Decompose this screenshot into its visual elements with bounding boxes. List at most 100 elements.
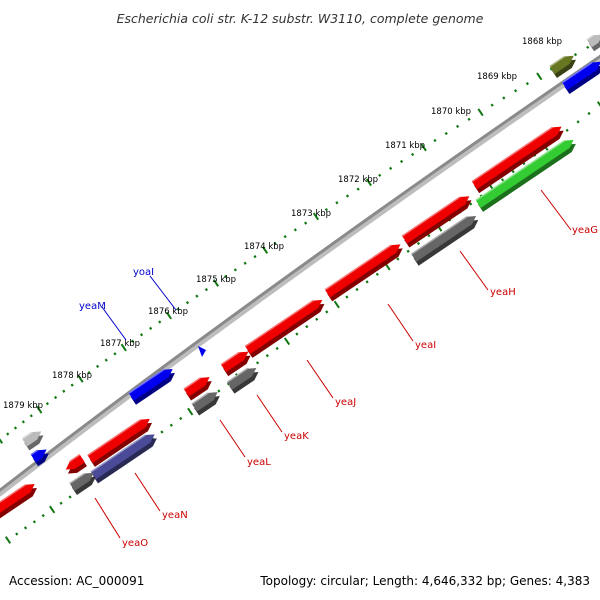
gene-label-yeaK[interactable]: yeaK — [284, 431, 309, 442]
outer-tick — [312, 212, 320, 221]
kbp-label: 1873 kbp — [291, 209, 331, 219]
kbp-label: 1875 kbp — [196, 275, 236, 285]
callout-line — [256, 394, 283, 433]
kbp-label: 1876 kbp — [148, 307, 188, 317]
gene-block — [30, 449, 49, 467]
outer-tick — [525, 81, 529, 86]
outer-tick — [283, 235, 287, 239]
inner-tick — [325, 310, 329, 314]
gene-marker — [198, 346, 206, 357]
gene-label-yeaJ[interactable]: yeaJ — [335, 397, 356, 408]
gene-features — [0, 34, 600, 519]
gene-label-yoaI[interactable]: yoaI — [133, 267, 154, 278]
outer-tick — [536, 72, 543, 81]
map-title: Escherichia coli str. K-12 substr. W3110… — [117, 11, 484, 26]
outer-tick — [185, 301, 190, 305]
outer-tick — [70, 383, 74, 387]
outer-tick — [261, 246, 269, 254]
outer-tick — [513, 89, 518, 93]
outer-tick — [433, 138, 437, 143]
outer-tick — [6, 432, 10, 436]
kbp-scale-labels: 1868 kbp 1869 kbp 1870 kbp 1871 kbp 1872 kbp… — [3, 37, 562, 411]
inner-tick — [32, 520, 36, 524]
gene-block — [128, 369, 175, 405]
outer-tick — [356, 187, 360, 191]
inner-tick — [315, 317, 319, 321]
gene-block-side — [474, 130, 564, 194]
gene-block-face — [227, 368, 257, 390]
gene-label-yeaO[interactable]: yeaO — [122, 538, 148, 549]
inner-tick — [23, 526, 28, 530]
gene-block-side — [404, 200, 472, 248]
outer-tick — [378, 173, 382, 177]
gene-block-side — [478, 143, 576, 212]
gene-block-highlight — [401, 196, 461, 237]
kbp-label: 1878 kbp — [52, 371, 92, 381]
kbp-label: 1870 kbp — [431, 107, 471, 117]
callout-line — [387, 303, 414, 342]
gene-label-yeaG[interactable]: yeaG — [572, 225, 598, 236]
gene-label-yeaH[interactable]: yeaH — [490, 287, 516, 298]
accession-label: Accession: AC_000091 — [9, 574, 145, 588]
gene-block — [561, 61, 600, 95]
gene-block — [549, 55, 576, 78]
kbp-label: 1872 kbp — [338, 175, 378, 185]
outer-tick — [139, 333, 144, 337]
inner-tick — [179, 416, 183, 421]
gene-block-side — [89, 422, 153, 467]
inner-tick — [365, 280, 369, 284]
gene-block-face — [69, 472, 94, 491]
kbp-label: 1874 kbp — [244, 242, 284, 252]
gene-block-side — [223, 355, 251, 377]
gene-block-side — [130, 373, 175, 405]
gene-block-face — [245, 299, 323, 354]
outer-tick — [195, 294, 199, 298]
outer-tick — [204, 287, 208, 292]
gene-block-highlight — [0, 484, 26, 503]
outer-tick — [149, 326, 153, 331]
outer-tick — [212, 279, 220, 287]
inner-tick — [596, 101, 600, 107]
inner-tick — [187, 407, 194, 416]
gene-block-side — [247, 303, 325, 358]
inner-tick — [576, 120, 580, 124]
inner-tick — [416, 241, 421, 246]
gene-block-side — [551, 59, 576, 78]
gene-block-highlight — [324, 244, 392, 291]
gene-block-side — [327, 248, 403, 302]
inner-tick — [500, 178, 505, 182]
backbone-line — [0, 54, 600, 493]
inner-tick — [265, 354, 269, 358]
gene-label-yeaL[interactable]: yeaL — [247, 457, 271, 468]
gene-block-highlight — [226, 368, 248, 383]
gene-block — [401, 196, 472, 248]
outer-tick — [45, 401, 49, 406]
gene-block — [410, 216, 479, 266]
gene-label-yeaN[interactable]: yeaN — [162, 510, 188, 521]
outer-tick — [53, 395, 58, 400]
gene-block — [90, 434, 157, 484]
gene-block — [87, 418, 153, 467]
gene-block-side — [229, 372, 259, 394]
gene-block-highlight — [69, 454, 81, 463]
inner-tick — [4, 536, 12, 544]
gene-block-face — [128, 369, 173, 401]
outer-tick — [502, 96, 506, 100]
outer-tick — [573, 53, 578, 57]
outer-tick — [399, 159, 404, 164]
gene-label-yeaI[interactable]: yeaI — [415, 340, 436, 351]
gene-block-face — [191, 392, 218, 412]
gene-block-face — [325, 244, 401, 298]
outer-tick — [467, 117, 471, 121]
gene-block-highlight — [220, 351, 240, 366]
inner-tick — [160, 430, 164, 434]
inner-tick — [375, 272, 379, 276]
topology-label: Topology: circular; Length: 4,646,332 bp… — [260, 574, 590, 588]
inner-tick — [305, 325, 309, 329]
gene-block-face — [411, 216, 477, 262]
gene-block-face — [475, 139, 574, 208]
callout-line — [134, 472, 161, 512]
gene-label-yeaM[interactable]: yeaM — [79, 301, 106, 312]
gene-block — [183, 377, 212, 401]
gene-block-face — [65, 454, 85, 470]
